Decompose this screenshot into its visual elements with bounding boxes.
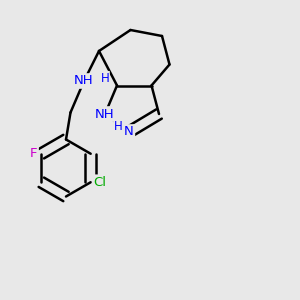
Text: NH: NH [74, 74, 94, 88]
Text: H: H [100, 71, 109, 85]
Text: Cl: Cl [93, 176, 106, 189]
Text: F: F [30, 147, 38, 160]
Text: NH: NH [95, 107, 115, 121]
Text: N: N [124, 125, 134, 139]
Text: H: H [114, 119, 123, 133]
